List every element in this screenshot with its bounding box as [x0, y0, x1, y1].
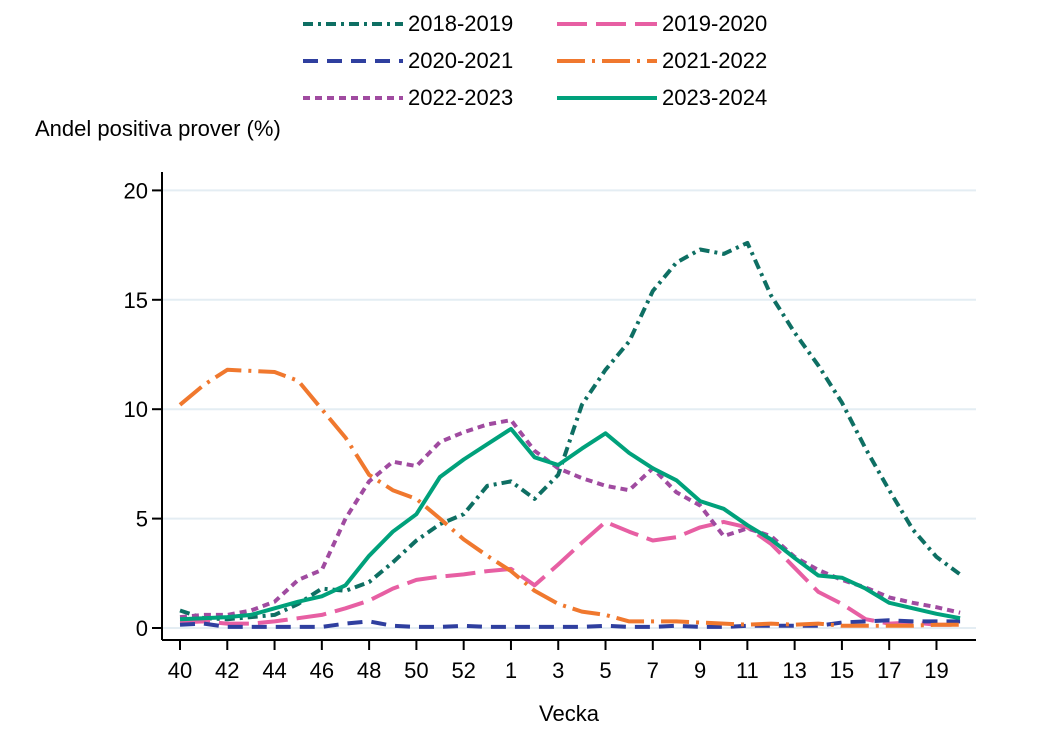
x-tick-label: 13	[782, 658, 806, 683]
series-line-2018-2019	[179, 240, 962, 622]
y-tick-label: 20	[124, 178, 148, 203]
legend-swatch-2020-2021	[303, 59, 403, 63]
x-axis-label: Vecka	[539, 701, 599, 726]
x-tick-label: 17	[877, 658, 901, 683]
legend-label: 2019-2020	[662, 11, 768, 36]
x-tick-label: 50	[404, 658, 428, 683]
series-line-2020-2021	[179, 618, 961, 629]
legend-swatch-2019-2020	[557, 22, 657, 26]
x-tick-label: 3	[552, 658, 564, 683]
y-tick-label: 10	[124, 397, 148, 422]
legend-swatch-2023-2024	[557, 96, 657, 100]
x-tick-label: 42	[215, 658, 239, 683]
x-tick-label: 40	[168, 658, 192, 683]
legend-label: 2023-2024	[662, 85, 768, 110]
x-tick-label: 46	[310, 658, 334, 683]
chart-title: Andel positiva prover (%)	[35, 116, 281, 141]
x-tick-label: 5	[599, 658, 611, 683]
legend-label: 2020-2021	[408, 48, 514, 73]
x-tick-label: 9	[694, 658, 706, 683]
axes	[152, 172, 976, 650]
legend-swatch-2018-2019	[303, 22, 403, 26]
y-tick-label: 15	[124, 288, 148, 313]
series-line-2023-2024	[179, 426, 961, 622]
x-tick-label: 44	[262, 658, 286, 683]
x-tick-label: 7	[647, 658, 659, 683]
series-line-2021-2022	[178, 367, 961, 628]
x-tick-label: 11	[736, 658, 759, 683]
x-tick-label: 19	[924, 658, 948, 683]
x-tick-label: 52	[451, 658, 475, 683]
series-line-2019-2020	[179, 519, 961, 627]
legend-label: 2022-2023	[408, 85, 514, 110]
x-tick-label: 1	[505, 658, 517, 683]
legend-label: 2021-2022	[662, 48, 768, 73]
gridlines	[162, 189, 976, 629]
y-tick-label: 5	[136, 507, 148, 532]
x-tick-label: 15	[830, 658, 854, 683]
y-tick-label: 0	[136, 616, 148, 641]
x-tick-label: 48	[357, 658, 381, 683]
legend-label: 2018-2019	[408, 11, 514, 36]
legend-swatch-2021-2022	[557, 59, 657, 63]
legend-swatch-2022-2023	[303, 96, 403, 100]
